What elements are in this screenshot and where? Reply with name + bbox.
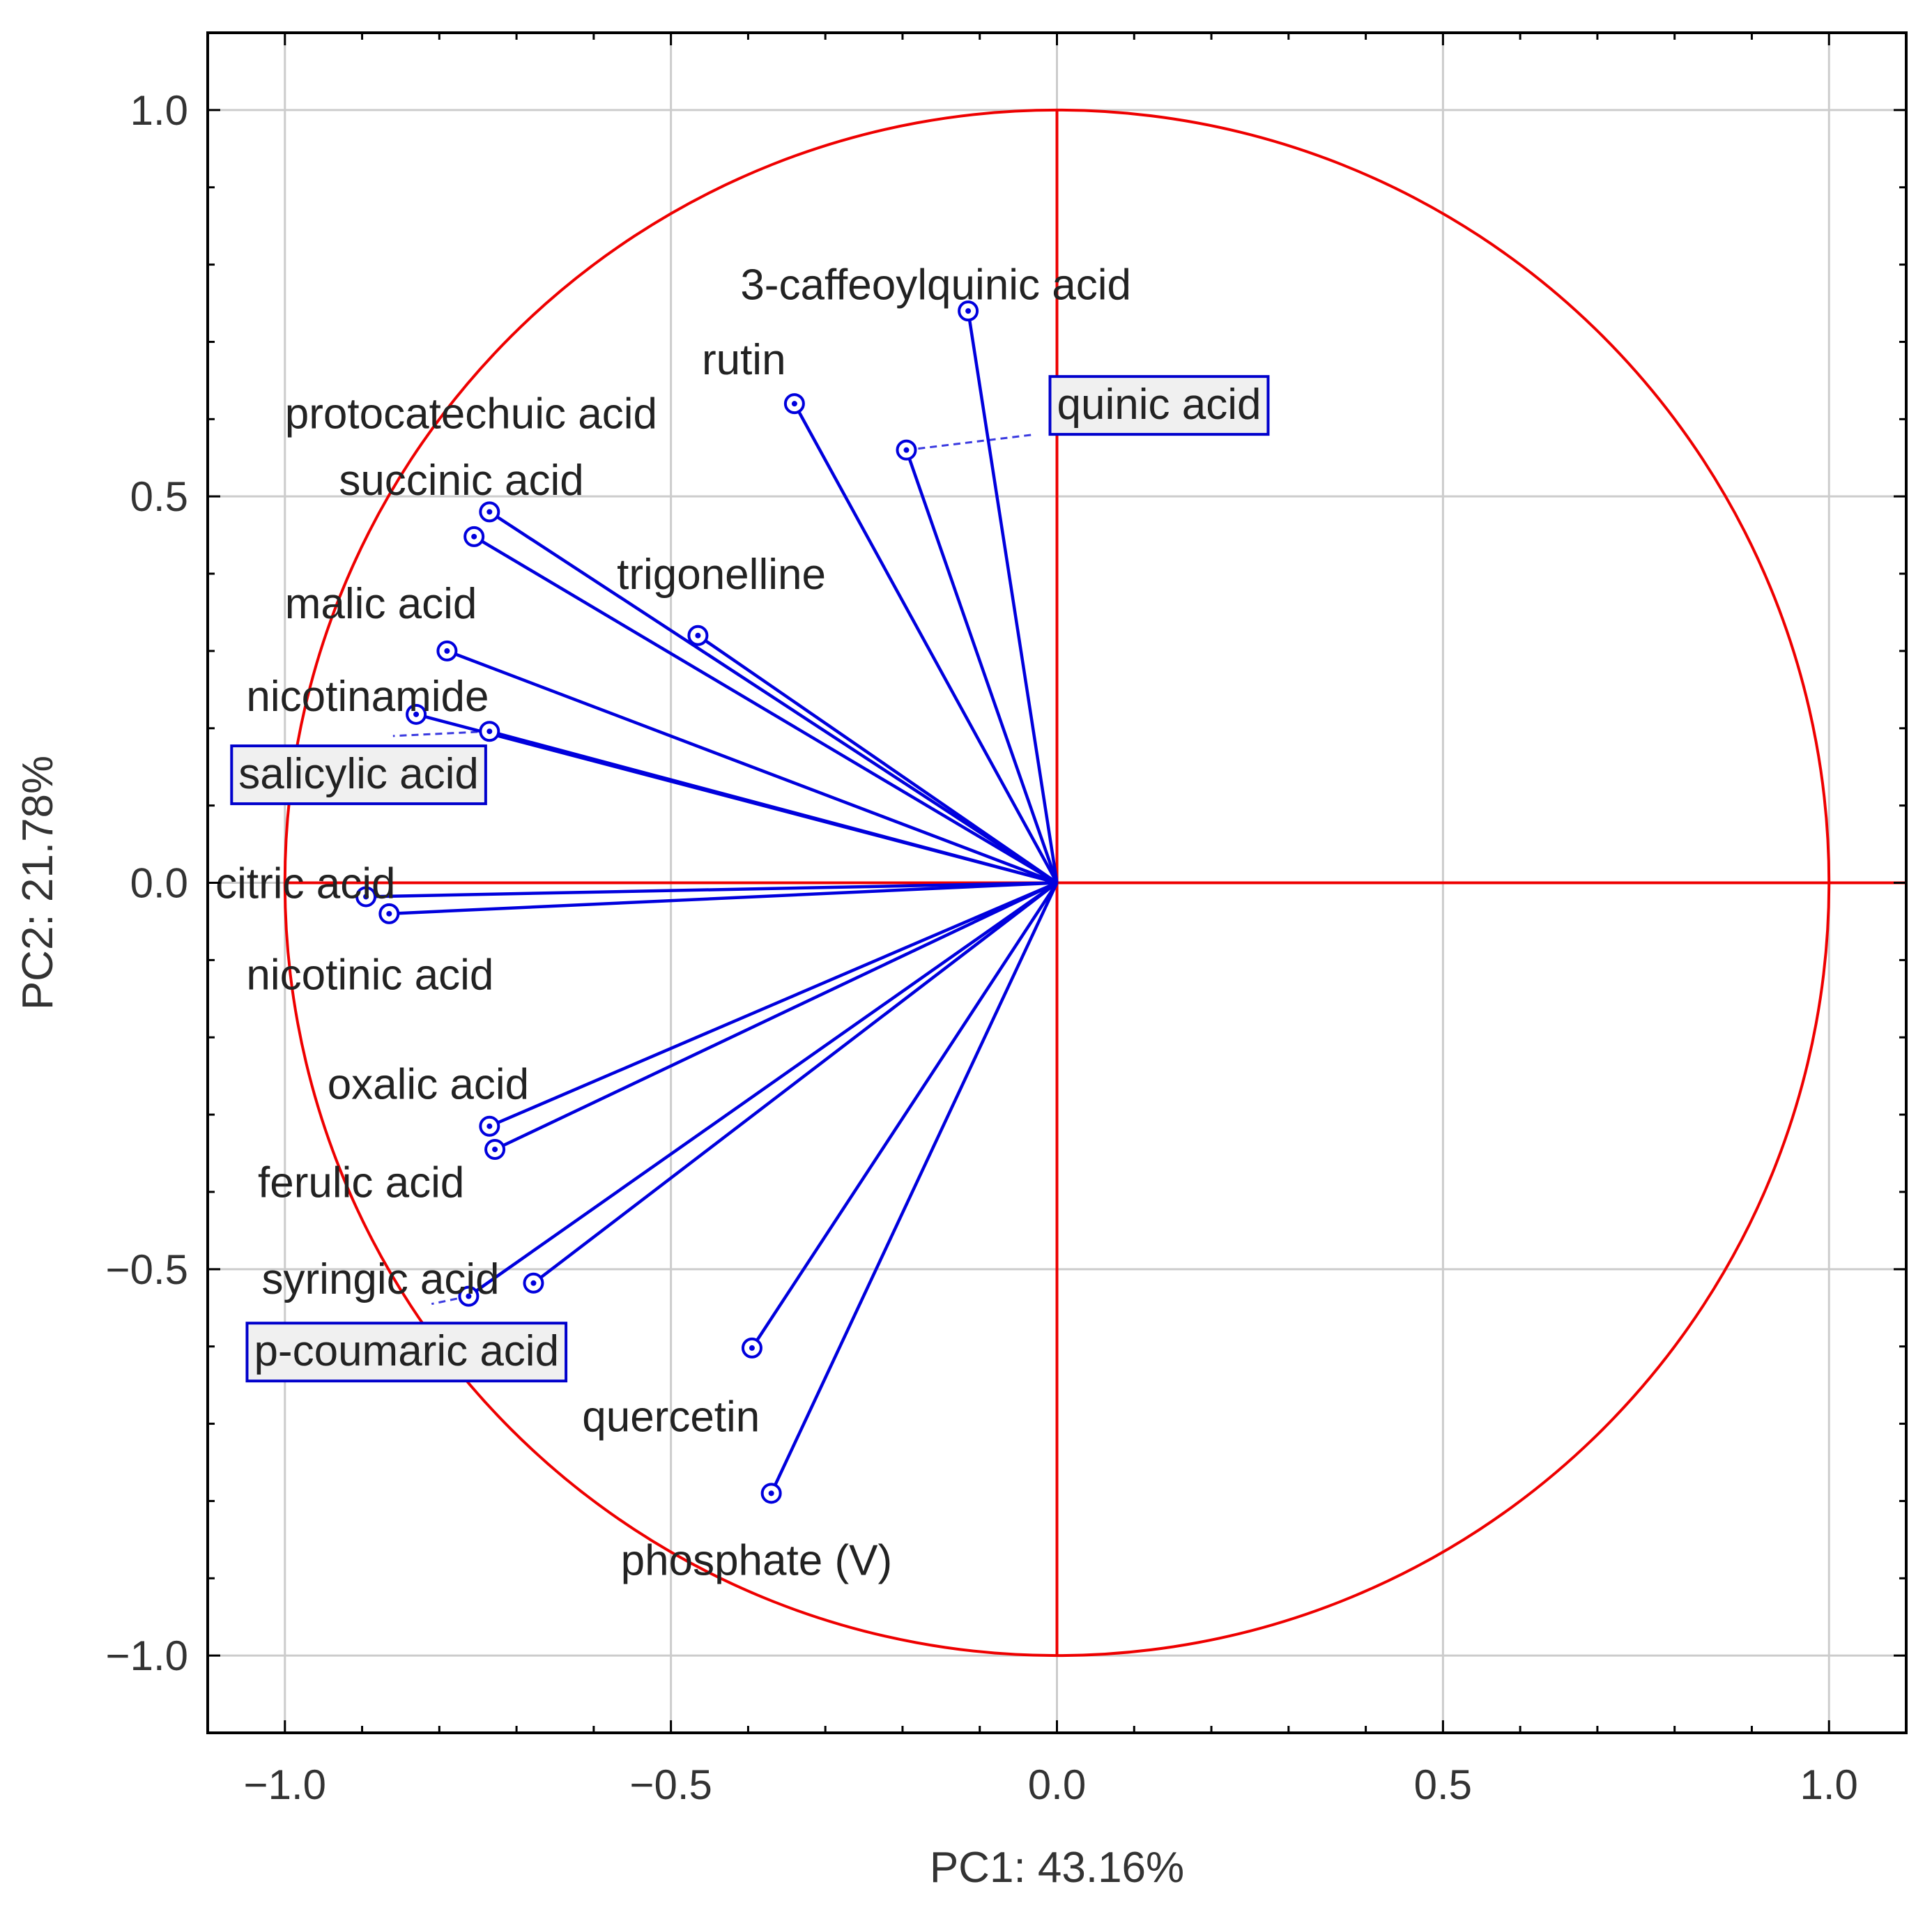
label-citric-acid: citric acid (215, 860, 395, 908)
marker-dot-p-coumaric-acid (466, 1293, 472, 1299)
marker-dot-ferulic-acid (492, 1146, 498, 1152)
marker-dot-nicotinic-acid (386, 910, 392, 917)
label-oxalic-acid: oxalic acid (328, 1061, 529, 1109)
label-trigonelline: trigonelline (617, 551, 826, 599)
label-nicotinic-acid: nicotinic acid (246, 951, 493, 999)
vector-ferulic-acid (494, 881, 1058, 1152)
label-box-p-coumaric-acid (245, 1322, 568, 1383)
y-tick-label: 0.0 (130, 860, 188, 907)
vector-oxalic-acid (489, 881, 1058, 1128)
vector-succinic-acid (473, 535, 1058, 885)
loading-vectors (366, 310, 1059, 1494)
vector-3-caffeoylquinic-acid (966, 310, 1059, 883)
label-3-caffeoylquinic-acid: 3-caffeoylquinic acid (740, 261, 1131, 309)
vector-salicylic-acid (489, 730, 1058, 885)
label-box-quinic-acid (1048, 375, 1270, 436)
marker-dot-succinic-acid (471, 533, 477, 540)
zero-axes (283, 108, 1906, 1658)
leader-salicylic-acid (392, 730, 490, 737)
vector-rutin (792, 403, 1059, 884)
vector-citric-acid (366, 881, 1057, 898)
vector-nicotinic-acid (389, 881, 1057, 916)
x-tick-label: −1.0 (244, 1761, 326, 1808)
marker-dot-malic-acid (444, 648, 450, 654)
label-syringic-acid: syringic acid (262, 1255, 500, 1303)
marker-dot-quercetin (749, 1345, 755, 1351)
vector-p-coumaric-acid (468, 881, 1058, 1298)
vector-protocatechuic-acid (489, 510, 1058, 885)
vector-trigonelline (697, 634, 1058, 885)
marker-dot-oxalic-acid (486, 1123, 493, 1129)
x-tick-label: 0.0 (1028, 1761, 1086, 1808)
label-ferulic-acid: ferulic acid (258, 1159, 464, 1207)
label-malic-acid: malic acid (285, 580, 477, 628)
label-box-salicylic-acid (230, 744, 487, 806)
marker-dot-citric-acid (363, 894, 369, 900)
y-tick-label: −1.0 (106, 1632, 188, 1679)
point-labels: 3-caffeoylquinic acid rutin quinic acid pro… (215, 261, 1270, 1585)
label-rutin: rutin (702, 336, 786, 384)
loading-markers (355, 300, 979, 1504)
x-tick-label: 0.5 (1414, 1761, 1472, 1808)
marker-dot-quinic-acid (903, 447, 910, 453)
x-axis-ticks: −1.0 −0.5 0.0 0.5 1.0 (206, 33, 1908, 1808)
y-axis-title: PC2: 21.78% (14, 756, 62, 1010)
marker-dot-3-caffeoylquinic-acid (965, 308, 972, 314)
x-tick-label: −0.5 (629, 1761, 712, 1808)
label-phosphate-v: phosphate (V) (621, 1537, 892, 1585)
y-tick-label: −0.5 (106, 1246, 188, 1293)
marker-dot-phosphate-v (768, 1490, 774, 1497)
vector-quinic-acid (905, 449, 1059, 884)
marker-dot-trigonelline (695, 632, 701, 638)
y-axis-ticks: −1.0 −0.5 0.0 0.5 1.0 (106, 31, 1906, 1734)
vector-syringic-acid (532, 881, 1058, 1285)
marker-dot-salicylic-acid (486, 728, 493, 735)
label-p-coumaric-acid: p-coumaric acid (254, 1327, 559, 1375)
marker-dot-syringic-acid (530, 1280, 537, 1286)
marker-dot-protocatechuic-acid (486, 509, 493, 515)
label-succinic-acid: succinic acid (339, 457, 583, 505)
vector-phosphate-v (769, 882, 1059, 1494)
vector-quercetin (751, 882, 1059, 1349)
marker-dot-nicotinamide (413, 711, 420, 717)
vector-malic-acid (446, 649, 1058, 885)
label-nicotinamide: nicotinamide (246, 673, 489, 721)
y-tick-label: 1.0 (130, 87, 188, 134)
label-salicylic-acid: salicylic acid (238, 750, 479, 798)
label-quercetin: quercetin (582, 1393, 760, 1441)
x-axis-title: PC1: 43.16% (930, 1844, 1184, 1892)
label-protocatechuic-acid: protocatechuic acid (285, 390, 657, 438)
leader-quinic-acid (906, 434, 1034, 452)
label-quinic-acid: quinic acid (1057, 381, 1262, 429)
x-tick-label: 1.0 (1800, 1761, 1858, 1808)
marker-dot-rutin (791, 401, 797, 407)
y-tick-label: 0.5 (130, 473, 188, 520)
